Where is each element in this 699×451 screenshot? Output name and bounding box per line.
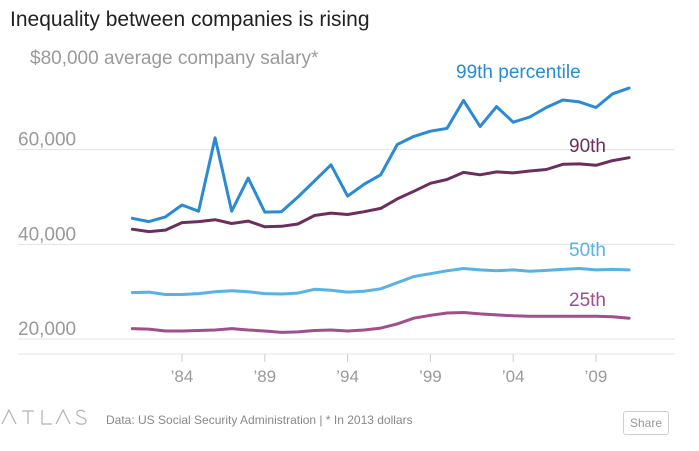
series-label-90th: 90th xyxy=(569,136,606,157)
x-tick-label: ’09 xyxy=(585,367,608,386)
x-tick-label: ’94 xyxy=(336,367,359,386)
y-tick-label: 20,000 xyxy=(18,319,76,340)
series-label-50th: 50th xyxy=(569,240,606,261)
y-axis-ticks: 20,000 40,000 60,000 xyxy=(18,130,76,340)
series-lines xyxy=(130,86,631,334)
atlas-logo-mark xyxy=(1,408,87,425)
series-label-25th: 25th xyxy=(569,290,606,311)
share-button[interactable]: Share xyxy=(623,411,669,435)
source-credit: Data: US Social Security Administration … xyxy=(106,413,413,427)
series-line-90th xyxy=(130,156,631,234)
y-tick-label: 60,000 xyxy=(18,130,76,151)
gridlines xyxy=(18,149,675,355)
series-line-99th-percentile xyxy=(130,86,631,224)
chart-title: Inequality between companies is rising xyxy=(10,8,370,31)
x-tick-label: ’04 xyxy=(502,367,525,386)
series-label-99th: 99th percentile xyxy=(456,62,581,83)
x-tick-label: ’99 xyxy=(419,367,442,386)
x-axis-ticks: ’84 ’89 ’94 ’99 ’04 ’09 xyxy=(171,354,608,386)
x-tick-label: ’84 xyxy=(171,367,194,386)
y-tick-label: 40,000 xyxy=(18,224,76,245)
y-axis-label: $80,000 average company salary* xyxy=(30,48,319,69)
x-tick-label: ’89 xyxy=(253,367,276,386)
series-line-25th xyxy=(130,311,631,334)
series-line-50th xyxy=(130,267,631,296)
